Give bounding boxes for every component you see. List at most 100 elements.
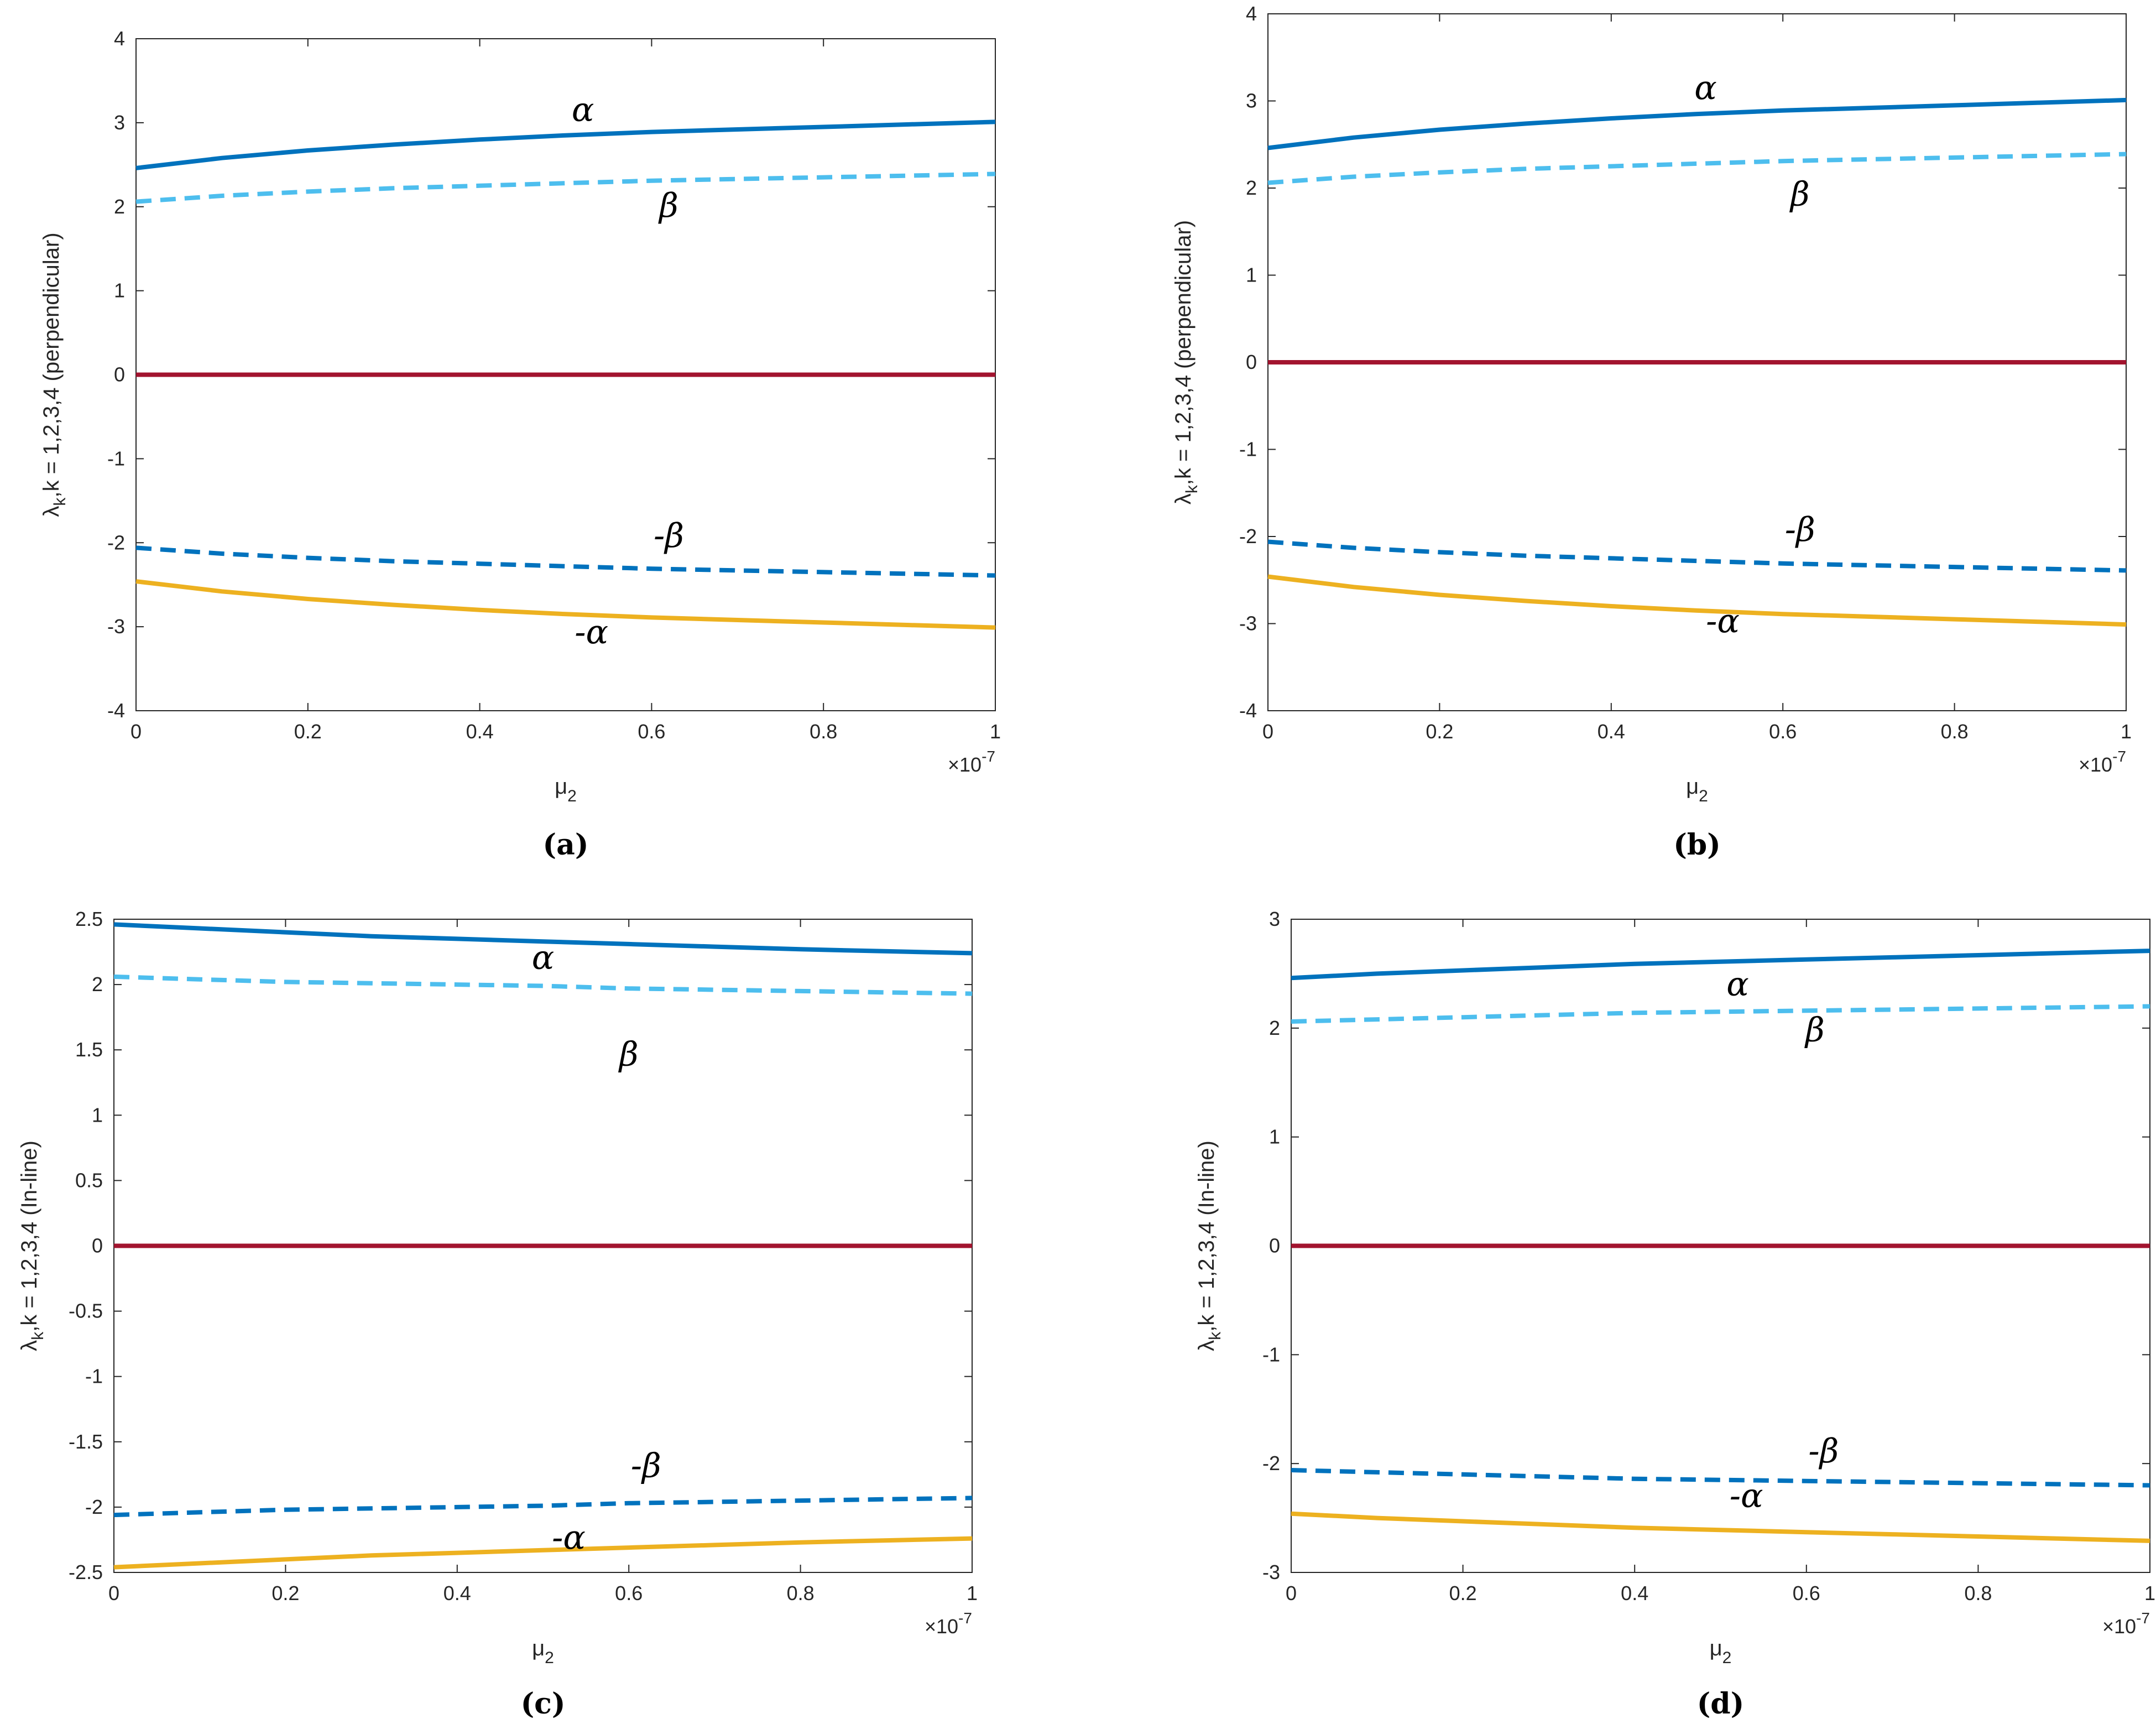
y-tick-label: -2	[107, 531, 125, 554]
curve-annotation: α	[532, 939, 555, 977]
y-tick-label: 2	[1269, 1017, 1280, 1039]
y-axis-label: λk,k = 1,2,3,4 (In-line)	[1194, 1140, 1224, 1351]
series-line-1	[1291, 949, 2150, 981]
x-tick-label: 0	[1262, 720, 1273, 743]
x-tick-label: 0	[1286, 1582, 1297, 1605]
x-tick-label: 0.8	[1941, 720, 1969, 743]
series-line-2	[1267, 152, 2127, 185]
curve-annotation: -β	[1785, 511, 1815, 549]
curve-annotation: β	[618, 1035, 639, 1074]
y-tick-label: 3	[1246, 90, 1257, 112]
x-tick-label: 0	[108, 1582, 119, 1605]
x-axis-label: μ2	[1710, 1636, 1732, 1667]
series-line-1	[135, 119, 996, 170]
panel-caption: (d)	[1697, 1687, 1745, 1719]
curve-annotation: -α	[575, 613, 608, 652]
x-axis-label: μ2	[532, 1636, 554, 1667]
y-tick-label: 0	[114, 363, 125, 386]
x-tick-label: 0.4	[443, 1582, 471, 1605]
x-tick-label: 0.2	[294, 720, 322, 743]
y-tick-label: -1	[85, 1365, 103, 1388]
x-tick-label: 0.2	[1426, 720, 1453, 743]
y-tick-label: -2	[1262, 1452, 1280, 1475]
x-tick-label: 0	[130, 720, 142, 743]
y-tick-label: -2	[85, 1496, 103, 1518]
series-line-4	[135, 545, 996, 578]
curve-annotation: -β	[654, 517, 684, 555]
series-line-4	[1267, 539, 2127, 573]
y-tick-label: -1	[1262, 1343, 1280, 1366]
x-exponent-label: ×10-7	[925, 1609, 972, 1638]
y-tick-label: 4	[1246, 2, 1257, 25]
x-tick-label: 0.8	[810, 720, 837, 743]
y-axis-label: λk,k = 1,2,3,4 (In-line)	[17, 1140, 47, 1351]
x-tick-label: 0.2	[1449, 1582, 1477, 1605]
curve-annotation: -α	[1706, 602, 1740, 640]
y-axis-label: λk,k = 1,2,3,4 (perpendicular)	[1171, 220, 1201, 504]
y-tick-label: 2.5	[75, 908, 103, 930]
y-tick-label: -4	[1239, 699, 1257, 722]
x-axis-label: μ2	[555, 774, 577, 805]
y-tick-label: 2	[114, 195, 125, 218]
y-tick-label: -3	[1262, 1561, 1280, 1583]
x-tick-label: 0.6	[1793, 1582, 1820, 1605]
series-line-1	[113, 922, 973, 956]
x-tick-label: 1	[967, 1582, 978, 1605]
y-tick-label: 1	[1269, 1126, 1280, 1148]
curve-annotation: α	[572, 91, 594, 129]
x-tick-label: 1	[2121, 720, 2132, 743]
y-tick-label: 1	[92, 1103, 103, 1126]
y-tick-label: -1	[107, 447, 125, 470]
y-tick-label: -0.5	[69, 1300, 103, 1322]
panel-caption: (b)	[1673, 828, 1721, 862]
panel-caption: (a)	[543, 828, 589, 862]
x-exponent-label: ×10-7	[2102, 1609, 2150, 1638]
x-tick-label: 1	[2144, 1582, 2155, 1605]
x-axis-label: μ2	[1686, 774, 1708, 805]
y-tick-label: -2	[1239, 525, 1257, 548]
curve-annotation: α	[1726, 965, 1749, 1004]
series-line-5	[113, 1536, 973, 1570]
x-tick-label: 0.8	[787, 1582, 815, 1605]
y-tick-label: 0	[1269, 1234, 1280, 1257]
x-tick-label: 0.6	[1769, 720, 1797, 743]
series-line-2	[135, 171, 996, 204]
series-line-2	[113, 974, 973, 996]
x-tick-label: 0.6	[638, 720, 665, 743]
series-line-4	[1291, 1468, 2150, 1488]
curve-annotation: -β	[631, 1447, 661, 1486]
curve-annotation: β	[658, 186, 678, 225]
x-exponent-label: ×10-7	[948, 748, 995, 776]
y-tick-label: 0	[92, 1234, 103, 1257]
y-tick-label: 2	[92, 973, 103, 996]
series-line-1	[1267, 97, 2127, 150]
panel-a: 0 0.2 0.4 0.6 0.8 1 -4 -3 -2 -1 0 1 2 3 4 α β -β -α μ2 ×10-7…	[39, 27, 1001, 862]
curve-annotation: α	[1694, 69, 1717, 107]
y-tick-label: 0	[1246, 351, 1257, 373]
y-tick-label: 1	[1246, 264, 1257, 286]
y-tick-label: 1	[114, 279, 125, 302]
x-exponent-label: ×10-7	[2079, 748, 2126, 776]
y-tick-label: -1.5	[69, 1430, 103, 1453]
curve-annotation: -α	[552, 1518, 586, 1557]
x-tick-label: 0.4	[466, 720, 494, 743]
panel-d: 0 0.2 0.4 0.6 0.8 1 -3 -2 -1 0 1 2 3 α β -β -α μ2 ×10-7 λk,…	[1194, 908, 2155, 1719]
series-line-5	[135, 579, 996, 630]
series-line-2	[1291, 1004, 2150, 1024]
y-tick-label: 0.5	[75, 1169, 103, 1191]
y-tick-label: 3	[114, 111, 125, 134]
y-tick-label: -1	[1239, 438, 1257, 461]
curve-annotation: -β	[1808, 1432, 1839, 1471]
y-tick-label: 4	[114, 27, 125, 50]
panel-c: 0 0.2 0.4 0.6 0.8 1 -2.5 -2 -1.5 -1 -0.5 0 0.5 1 1.5 2 2…	[17, 908, 978, 1719]
curve-annotation: β	[1789, 175, 1810, 214]
panel-b: 0 0.2 0.4 0.6 0.8 1 -4 -3 -2 -1 0 1 2 3 4 α β -β -α μ2 ×10-7…	[1171, 2, 2132, 862]
curve-annotation: -α	[1730, 1477, 1763, 1515]
series-line-5	[1267, 574, 2127, 627]
panel-caption: (c)	[521, 1687, 566, 1719]
y-tick-label: -3	[107, 615, 125, 638]
y-tick-label: -2.5	[69, 1561, 103, 1583]
x-tick-label: 1	[990, 720, 1001, 743]
y-axis-label: λk,k = 1,2,3,4 (perpendicular)	[39, 232, 69, 517]
